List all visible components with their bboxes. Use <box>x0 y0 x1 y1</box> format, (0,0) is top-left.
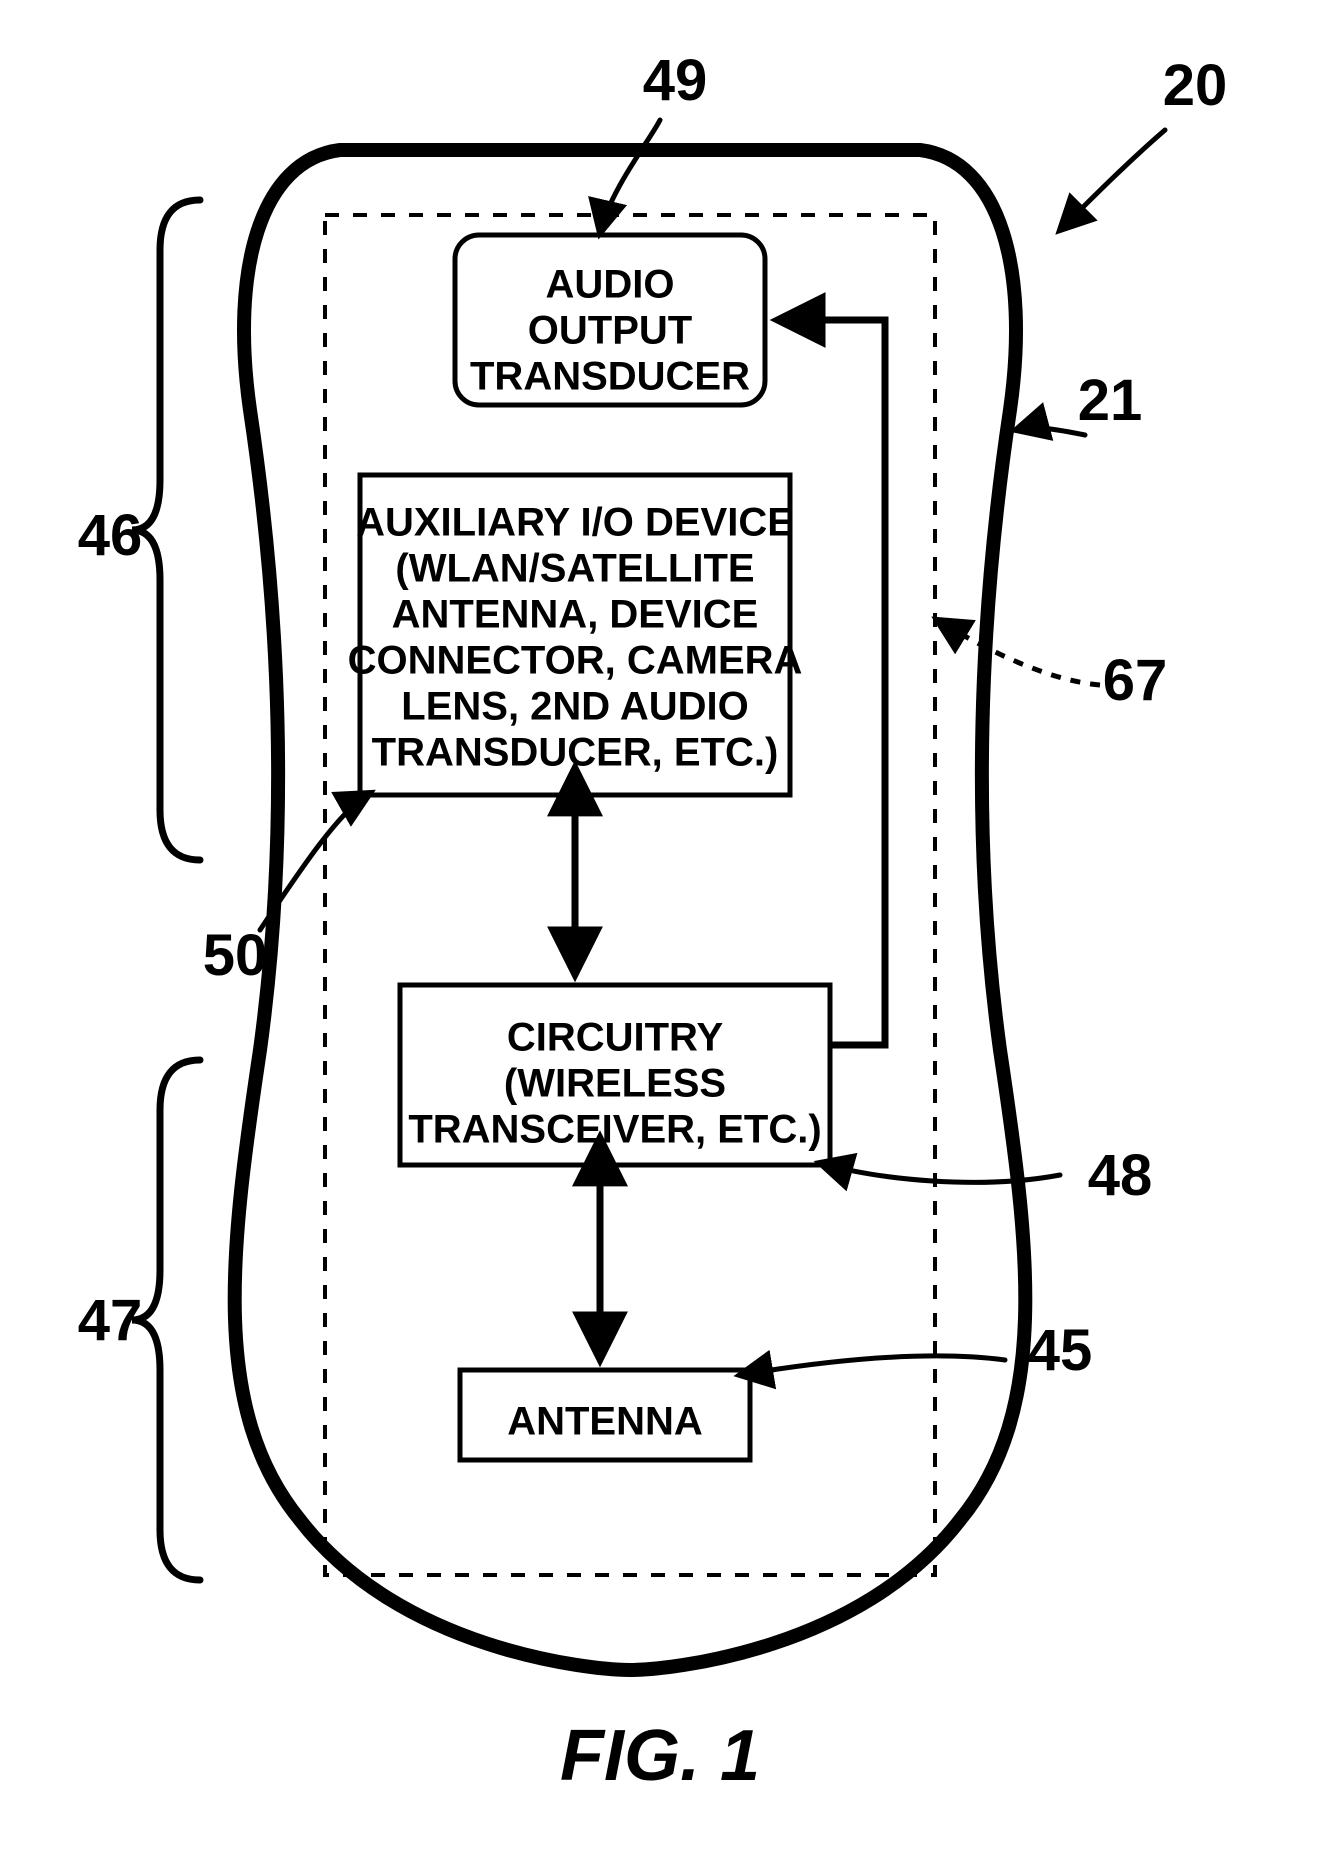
svg-text:TRANSDUCER, ETC.): TRANSDUCER, ETC.) <box>372 731 779 775</box>
svg-text:AUDIO: AUDIO <box>546 263 675 307</box>
svg-text:45: 45 <box>1028 1318 1093 1383</box>
leader-line <box>1016 428 1085 435</box>
svg-text:46: 46 <box>78 503 143 568</box>
svg-text:20: 20 <box>1163 53 1228 118</box>
svg-text:CIRCUITRY: CIRCUITRY <box>507 1016 724 1060</box>
svg-text:LENS, 2ND AUDIO: LENS, 2ND AUDIO <box>401 685 748 729</box>
svg-text:(WIRELESS: (WIRELESS <box>504 1062 726 1106</box>
svg-text:AUXILIARY I/O DEVICE: AUXILIARY I/O DEVICE <box>356 501 794 545</box>
figure-caption: FIG. 1 <box>560 1716 760 1796</box>
svg-text:48: 48 <box>1088 1143 1153 1208</box>
svg-text:CONNECTOR, CAMERA: CONNECTOR, CAMERA <box>348 639 803 683</box>
leader-line <box>1060 130 1165 230</box>
svg-text:21: 21 <box>1078 368 1143 433</box>
svg-text:(WLAN/SATELLITE: (WLAN/SATELLITE <box>395 547 754 591</box>
svg-text:47: 47 <box>78 1288 143 1353</box>
svg-text:TRANSDUCER: TRANSDUCER <box>470 355 750 399</box>
svg-text:ANTENNA, DEVICE: ANTENNA, DEVICE <box>392 593 759 637</box>
leader-line-dashed <box>937 620 1100 685</box>
svg-text:49: 49 <box>643 48 708 113</box>
svg-text:ANTENNA: ANTENNA <box>507 1400 703 1444</box>
leader-line <box>820 1163 1060 1182</box>
leader-line <box>740 1356 1005 1375</box>
svg-text:OUTPUT: OUTPUT <box>528 309 692 353</box>
svg-text:67: 67 <box>1103 648 1168 713</box>
svg-text:50: 50 <box>203 923 268 988</box>
svg-text:TRANSCEIVER, ETC.): TRANSCEIVER, ETC.) <box>408 1108 821 1152</box>
